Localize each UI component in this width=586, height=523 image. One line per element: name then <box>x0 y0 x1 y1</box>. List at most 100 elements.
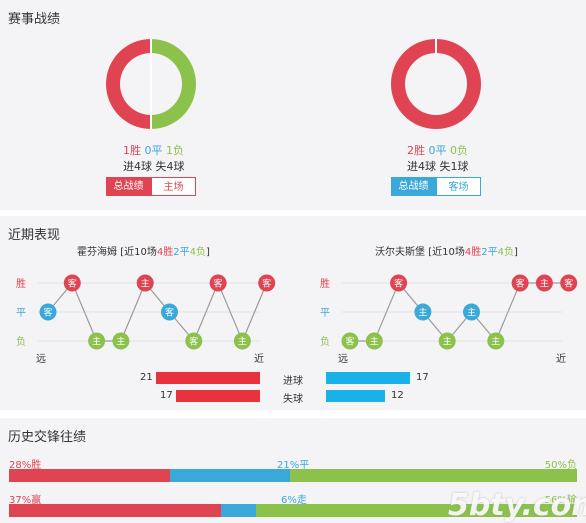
form-match-marker[interactable]: 客 <box>185 332 203 350</box>
form-match-dot <box>560 274 578 292</box>
left-conceded: 失4球 <box>155 160 185 173</box>
form-match-dot <box>390 274 408 292</box>
form-venue-badge: 主 <box>116 336 125 348</box>
handicap-win-segment <box>9 504 222 517</box>
form-venue-badge: 主 <box>418 307 427 319</box>
form-match-marker[interactable]: 主 <box>112 332 130 350</box>
form-match-dot <box>39 303 57 321</box>
left-loss-count: 1负 <box>166 144 184 157</box>
form-match-marker[interactable]: 主 <box>233 332 251 350</box>
form-trend-line <box>350 281 569 343</box>
form-venue-badge: 主 <box>491 336 500 348</box>
right-summary-suffix: ] <box>513 247 518 258</box>
form-venue-badge: 客 <box>262 278 271 290</box>
left-overall-button[interactable]: 总战绩 <box>106 177 151 196</box>
form-venue-badge: 主 <box>467 307 476 319</box>
left-summary-loss: 4负 <box>189 247 206 258</box>
form-match-dot <box>185 332 203 350</box>
form-venue-badge: 客 <box>214 278 223 290</box>
left-summary-win: 4胜 <box>156 247 174 258</box>
form-section: 近期表现 霍芬海姆 [近10场4胜2平4负] 沃尔夫斯堡 [近10场4胜2平4负… <box>0 216 586 410</box>
form-venue-badge: 客 <box>165 307 174 319</box>
form-venue-badge: 客 <box>564 278 573 290</box>
form-match-marker[interactable]: 主 <box>438 332 456 350</box>
history-draw-label: 21%平 <box>277 460 310 471</box>
form-match-marker[interactable]: 客 <box>209 274 227 292</box>
left-summary-draw: 2平 <box>173 247 190 258</box>
handicap-win-label: 37%赢 <box>9 495 42 506</box>
left-goals-value: 21 <box>140 372 153 383</box>
form-match-marker[interactable]: 主 <box>487 332 505 350</box>
form-match-marker[interactable]: 客 <box>39 303 57 321</box>
form-match-dot <box>365 332 383 350</box>
form-match-marker[interactable]: 主 <box>136 274 154 292</box>
left-summary-suffix: ] <box>205 247 210 258</box>
record-section: 赛事战绩 1胜 0平 1负 进4球 失4球 总战绩 主场 2胜 0平 0负 进4… <box>0 0 586 210</box>
right-record-wdl: 2胜 0平 0负 <box>407 142 468 158</box>
left-donut-loss-arc <box>106 39 151 129</box>
right-conceded-value: 12 <box>391 390 404 401</box>
right-team-name: 沃尔夫斯堡 <box>375 247 425 258</box>
right-summary-loss: 4负 <box>497 247 514 258</box>
left-form-header: 霍芬海姆 [近10场4胜2平4负] <box>77 243 210 258</box>
left-home-button[interactable]: 主场 <box>151 177 196 196</box>
form-venue-badge: 主 <box>238 336 247 348</box>
form-venue-badge: 客 <box>189 336 198 348</box>
form-near-label: 近 <box>254 352 264 365</box>
form-venue-badge: 主 <box>141 278 150 290</box>
form-match-marker[interactable]: 主 <box>463 303 480 321</box>
form-match-dot <box>463 303 480 321</box>
left-goals-bar <box>156 372 260 384</box>
history-win-segment <box>9 469 170 482</box>
right-overall-button[interactable]: 总战绩 <box>391 177 436 196</box>
history-loss-segment <box>290 469 577 482</box>
form-near-label: 近 <box>556 352 566 365</box>
handicap-result-bar <box>9 504 577 517</box>
form-match-marker[interactable]: 主 <box>535 274 553 292</box>
right-conceded: 失1球 <box>439 160 469 173</box>
form-result-label: 平 <box>16 308 26 319</box>
conceded-label: 失球 <box>283 394 303 405</box>
left-record-wdl: 1胜 0平 1负 <box>123 142 184 158</box>
form-venue-badge: 客 <box>68 278 77 290</box>
form-match-marker[interactable]: 主 <box>88 332 106 350</box>
form-match-dot <box>209 274 227 292</box>
form-trend-line <box>47 281 268 343</box>
right-away-button[interactable]: 客场 <box>436 177 481 196</box>
form-match-dot <box>63 274 81 292</box>
form-match-marker[interactable]: 客 <box>161 303 178 321</box>
form-match-dot <box>535 274 553 292</box>
right-goals-bar <box>326 372 411 384</box>
form-match-marker[interactable]: 主 <box>414 303 432 321</box>
form-match-marker[interactable]: 客 <box>560 274 578 292</box>
form-title: 近期表现 <box>8 228 61 243</box>
history-loss-label: 50%负 <box>544 460 577 471</box>
form-match-dot <box>161 303 178 321</box>
form-venue-badge: 客 <box>345 336 354 348</box>
right-loss-count: 0负 <box>450 144 468 157</box>
right-donut-win-ring <box>391 39 481 129</box>
form-match-dot <box>233 332 251 350</box>
form-match-marker[interactable]: 主 <box>365 332 383 350</box>
form-match-marker[interactable]: 客 <box>390 274 408 292</box>
left-goals: 进4球 <box>123 160 152 173</box>
form-match-marker[interactable]: 客 <box>511 274 529 292</box>
form-result-label: 负 <box>320 335 330 348</box>
right-goals-line: 进4球 失1球 <box>407 158 469 174</box>
form-venue-badge: 主 <box>443 336 452 348</box>
left-win-count: 1胜 <box>123 144 141 157</box>
right-conceded-bar <box>326 390 386 402</box>
form-match-marker[interactable]: 客 <box>258 274 276 292</box>
form-venue-badge: 主 <box>540 278 549 290</box>
form-match-dot <box>112 332 130 350</box>
right-form-header: 沃尔夫斯堡 [近10场4胜2平4负] <box>375 243 518 258</box>
right-summary-win: 4胜 <box>464 247 482 258</box>
form-far-label: 远 <box>36 353 46 365</box>
form-match-marker[interactable]: 客 <box>341 332 359 350</box>
form-venue-badge: 主 <box>370 336 379 348</box>
left-conceded-value: 17 <box>160 390 173 401</box>
form-match-marker[interactable]: 客 <box>63 274 81 292</box>
form-venue-badge: 客 <box>43 307 52 319</box>
handicap-loss-label: 56%输 <box>544 495 577 506</box>
left-team-name: 霍芬海姆 <box>77 247 117 258</box>
